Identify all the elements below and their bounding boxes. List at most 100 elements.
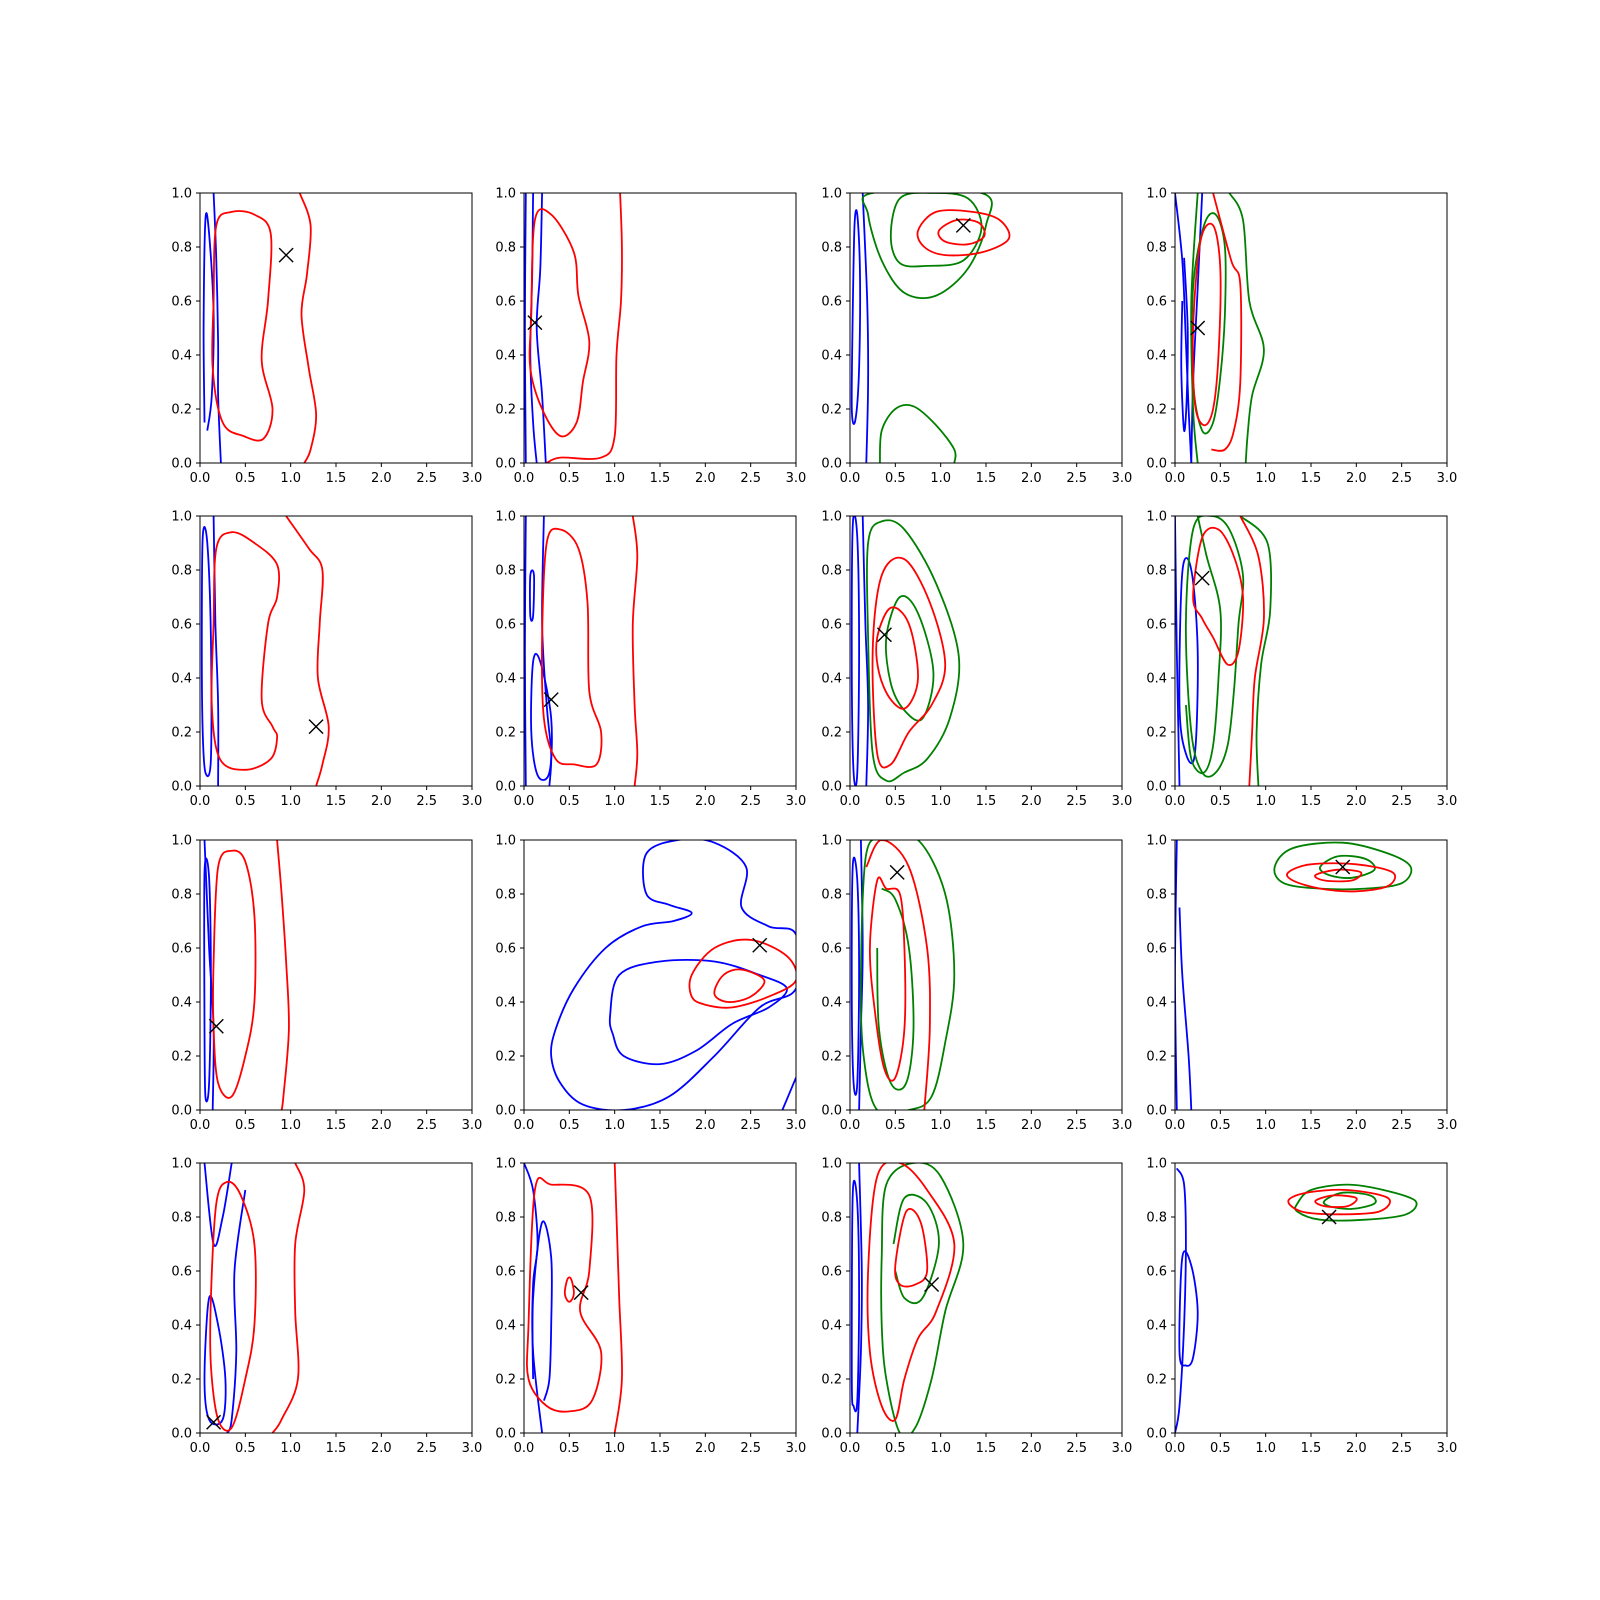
y-tick-label: 0.2 bbox=[821, 1373, 842, 1388]
y-tick-label: 0.2 bbox=[821, 726, 842, 741]
contour-line-blue bbox=[226, 1189, 247, 1433]
y-tick-label: 0.0 bbox=[1146, 780, 1167, 795]
y-tick-label: 0.4 bbox=[1146, 1319, 1167, 1334]
x-tick-label: 2.5 bbox=[416, 794, 437, 809]
contour-line-green bbox=[889, 193, 983, 268]
plot-area bbox=[1175, 193, 1265, 463]
y-tick-label: 0.0 bbox=[821, 457, 842, 472]
contour-line-red bbox=[631, 516, 639, 786]
x-tick-label: 2.0 bbox=[1021, 1441, 1042, 1456]
y-tick-label: 0.4 bbox=[171, 672, 192, 687]
contour-line-red bbox=[212, 849, 257, 1099]
y-tick-label: 0.0 bbox=[495, 457, 516, 472]
x-tick-label: 0.5 bbox=[235, 1118, 256, 1133]
y-tick-label: 1.0 bbox=[1146, 510, 1167, 525]
y-tick-label: 0.8 bbox=[1146, 1211, 1167, 1226]
x-marker bbox=[1190, 320, 1206, 336]
x-tick-label: 2.5 bbox=[1391, 1118, 1412, 1133]
x-marker bbox=[955, 217, 971, 233]
x-tick-label: 1.5 bbox=[976, 1441, 997, 1456]
contour-line-green bbox=[892, 1193, 940, 1305]
y-tick-label: 0.8 bbox=[495, 564, 516, 579]
contour-line-blue bbox=[1180, 257, 1189, 432]
y-tick-label: 0.4 bbox=[1146, 672, 1167, 687]
contour-line-red bbox=[211, 210, 274, 442]
y-tick-label: 0.8 bbox=[171, 888, 192, 903]
x-tick-label: 1.0 bbox=[1255, 794, 1276, 809]
x-tick-label: 3.0 bbox=[1112, 1118, 1133, 1133]
contour-line-blue bbox=[524, 516, 527, 786]
y-tick-label: 0.8 bbox=[495, 241, 516, 256]
x-tick-label: 2.5 bbox=[416, 1441, 437, 1456]
x-marker bbox=[308, 719, 324, 735]
x-tick-label: 2.0 bbox=[1021, 1118, 1042, 1133]
contour-line-green bbox=[1273, 841, 1413, 891]
x-tick-label: 2.0 bbox=[695, 1118, 716, 1133]
contour-line-blue bbox=[850, 209, 861, 425]
y-tick-label: 1.0 bbox=[171, 510, 192, 525]
y-tick-label: 0.6 bbox=[495, 1265, 516, 1280]
x-marker-stroke bbox=[752, 937, 768, 953]
plot-area bbox=[850, 1163, 965, 1433]
x-tick-label: 1.5 bbox=[1301, 471, 1322, 486]
plot-area bbox=[850, 516, 961, 786]
y-tick-label: 0.6 bbox=[495, 942, 516, 957]
panel-r2-c1: 0.0 0.5 1.0 1.5 2.0 2.5 3.0 0.0 0.2 0.4 0.6 0.8 1.0 bbox=[495, 834, 806, 1134]
y-tick-label: 0.6 bbox=[1146, 942, 1167, 957]
x-marker bbox=[206, 1414, 222, 1430]
x-tick-label: 1.5 bbox=[326, 794, 347, 809]
x-marker-stroke bbox=[208, 1018, 224, 1034]
x-tick-label: 2.0 bbox=[1346, 471, 1367, 486]
contour-line-blue bbox=[203, 1163, 233, 1247]
x-tick-label: 3.0 bbox=[462, 471, 483, 486]
x-tick-label: 2.5 bbox=[1066, 1441, 1087, 1456]
x-tick-label: 1.0 bbox=[280, 471, 301, 486]
x-tick-label: 2.0 bbox=[1021, 794, 1042, 809]
x-marker-stroke bbox=[206, 1414, 222, 1430]
contour-line-green bbox=[1190, 193, 1199, 463]
y-tick-label: 1.0 bbox=[171, 187, 192, 202]
x-tick-label: 1.5 bbox=[326, 471, 347, 486]
x-tick-label: 0.0 bbox=[190, 1441, 211, 1456]
x-marker bbox=[1335, 859, 1351, 875]
plot-area bbox=[524, 516, 639, 786]
y-tick-label: 0.4 bbox=[821, 672, 842, 687]
x-tick-label: 1.0 bbox=[604, 471, 625, 486]
x-tick-label: 3.0 bbox=[1437, 794, 1458, 809]
x-marker bbox=[208, 1018, 224, 1034]
x-tick-label: 2.5 bbox=[740, 471, 761, 486]
x-tick-label: 1.5 bbox=[976, 794, 997, 809]
contour-line-red bbox=[1287, 1188, 1391, 1216]
contour-line-red bbox=[563, 1276, 575, 1303]
plot-area bbox=[203, 840, 290, 1110]
y-tick-label: 0.2 bbox=[821, 1050, 842, 1065]
contour-line-blue bbox=[202, 212, 215, 431]
panel-r1-c3: 0.0 0.5 1.0 1.5 2.0 2.5 3.0 0.0 0.2 0.4 0.6 0.8 1.0 bbox=[1146, 510, 1457, 810]
x-tick-label: 2.5 bbox=[740, 1441, 761, 1456]
x-tick-label: 0.5 bbox=[1210, 471, 1231, 486]
x-marker-stroke bbox=[1321, 1209, 1337, 1225]
panel-r2-c3: 0.0 0.5 1.0 1.5 2.0 2.5 3.0 0.0 0.2 0.4 0.6 0.8 1.0 bbox=[1146, 834, 1457, 1134]
x-tick-label: 0.5 bbox=[1210, 1118, 1231, 1133]
x-tick-label: 1.0 bbox=[930, 471, 951, 486]
x-marker-stroke bbox=[573, 1285, 589, 1301]
x-tick-label: 1.0 bbox=[604, 794, 625, 809]
y-tick-label: 0.4 bbox=[171, 349, 192, 364]
contour-line-blue bbox=[781, 1077, 796, 1110]
contour-line-red bbox=[271, 1163, 306, 1433]
x-tick-label: 2.5 bbox=[1391, 1441, 1412, 1456]
x-tick-label: 0.5 bbox=[1210, 1441, 1231, 1456]
x-tick-label: 1.5 bbox=[1301, 1441, 1322, 1456]
contour-line-green bbox=[876, 887, 915, 1091]
contour-line-red bbox=[688, 938, 796, 1009]
contour-line-green bbox=[861, 193, 993, 300]
y-tick-label: 0.2 bbox=[495, 1373, 516, 1388]
contour-line-red bbox=[916, 209, 1011, 257]
y-tick-label: 0.4 bbox=[495, 349, 516, 364]
x-marker-stroke bbox=[1335, 859, 1351, 875]
contour-line-red bbox=[1211, 193, 1243, 452]
y-tick-label: 0.6 bbox=[1146, 295, 1167, 310]
contour-line-red bbox=[1192, 526, 1245, 666]
y-tick-label: 1.0 bbox=[1146, 834, 1167, 849]
